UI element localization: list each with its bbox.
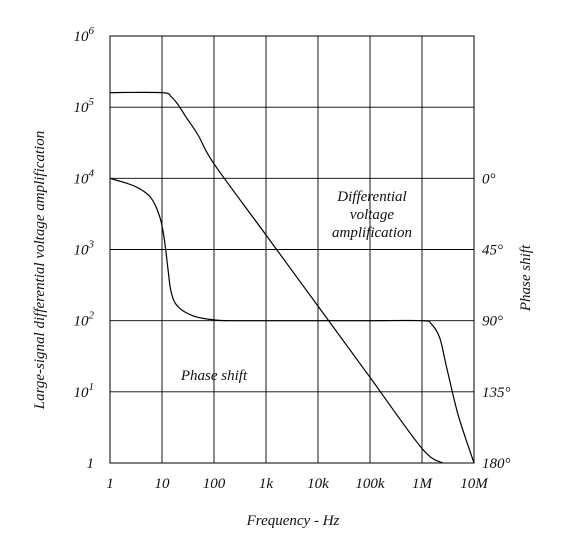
amplification-curve bbox=[109, 91, 444, 464]
y2-tick-label: 0° bbox=[482, 171, 496, 187]
grid bbox=[109, 35, 475, 464]
x-tick-label: 1M bbox=[412, 476, 434, 492]
x-tick-label: 1k bbox=[259, 476, 274, 492]
x-tick-labels: 1 10 100 1k 10k 100k 1M 10M bbox=[106, 476, 489, 492]
y-tick-label: 1 bbox=[87, 456, 95, 472]
phase-annotation: Phase shift bbox=[180, 368, 248, 384]
y-tick-label: 102 bbox=[74, 310, 95, 330]
phase-curve bbox=[109, 177, 475, 464]
y-tick-label: 101 bbox=[74, 381, 95, 401]
y-tick-label: 106 bbox=[74, 25, 95, 45]
y2-tick-label: 135° bbox=[482, 385, 511, 401]
x-tick-label: 10M bbox=[460, 476, 489, 492]
x-axis-label: Frequency - Hz bbox=[246, 513, 340, 529]
y2-tick-label: 180° bbox=[482, 456, 511, 472]
y2-tick-labels: 0° 45° 90° 135° 180° bbox=[482, 171, 511, 472]
y2-tick-label: 45° bbox=[482, 243, 503, 259]
x-tick-label: 10k bbox=[307, 476, 329, 492]
x-tick-label: 100 bbox=[203, 476, 226, 492]
y-tick-label: 104 bbox=[74, 167, 95, 187]
x-tick-label: 100k bbox=[355, 476, 385, 492]
y2-tick-label: 90° bbox=[482, 314, 503, 330]
y-tick-label: 103 bbox=[74, 239, 95, 259]
x-tick-label: 10 bbox=[155, 476, 171, 492]
series-group bbox=[109, 91, 475, 464]
y-tick-labels: 1 101 102 103 104 105 106 bbox=[74, 25, 95, 472]
plot-frame bbox=[109, 35, 475, 464]
y-tick-label: 105 bbox=[74, 96, 95, 116]
annotation-line-2: voltage bbox=[350, 207, 394, 223]
annotation-line-1: Differential bbox=[336, 189, 406, 205]
y2-axis-label: Phase shift bbox=[518, 244, 534, 312]
annotation-line-3: amplification bbox=[332, 225, 412, 241]
amplification-annotation: Differential voltage amplification bbox=[332, 189, 412, 241]
y-axis-label: Large-signal differential voltage amplif… bbox=[32, 131, 48, 410]
x-tick-label: 1 bbox=[106, 476, 114, 492]
